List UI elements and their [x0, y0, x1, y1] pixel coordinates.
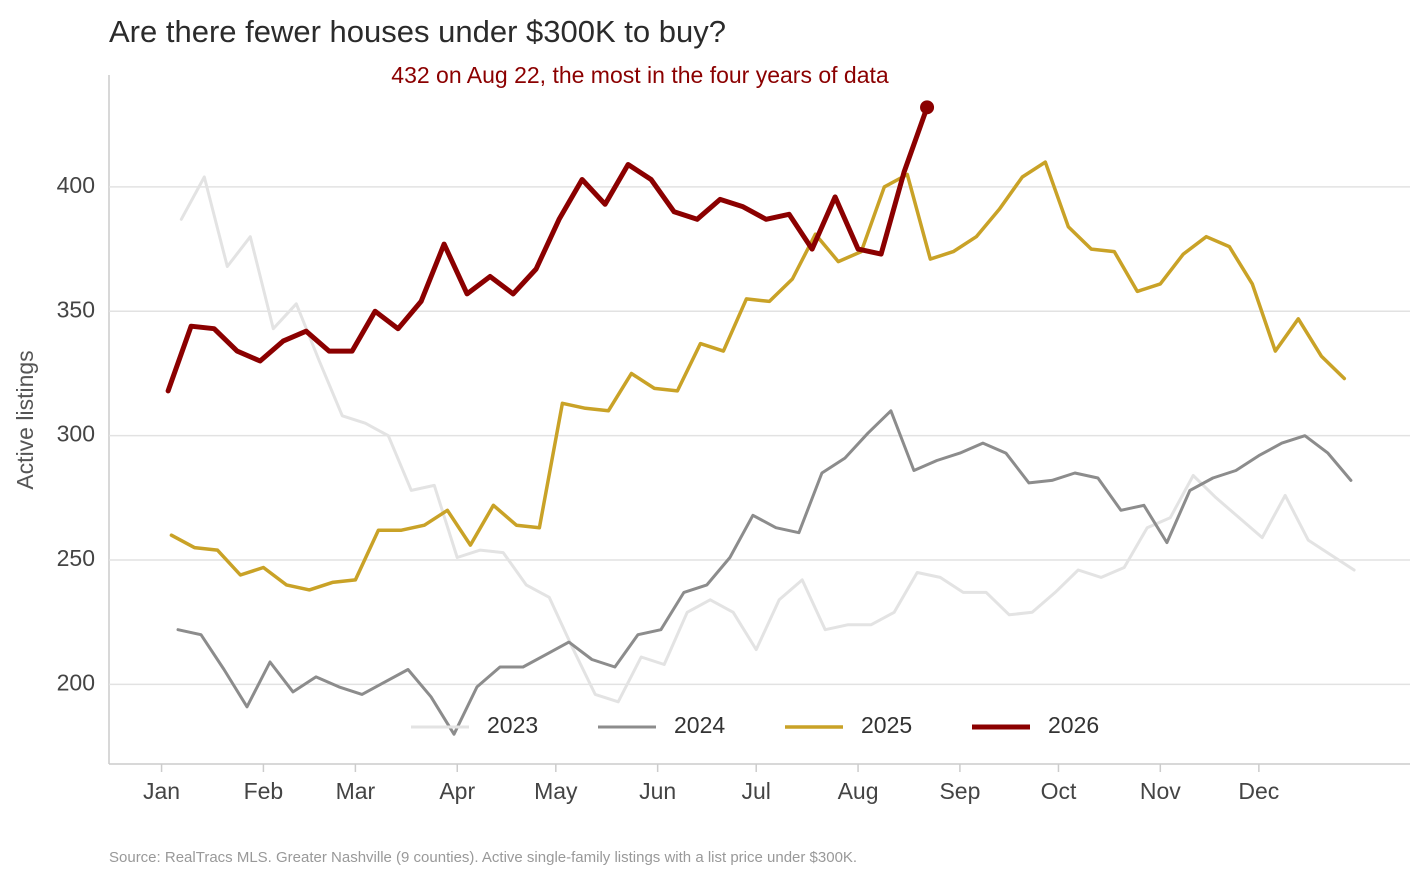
x-tick-label: Oct	[1041, 778, 1077, 804]
annotation: 432 on Aug 22, the most in the four year…	[391, 62, 889, 88]
x-tick-label: Nov	[1140, 778, 1181, 804]
source-note: Source: RealTracs MLS. Greater Nashville…	[109, 849, 857, 866]
chart-title: Are there fewer houses under $300K to bu…	[109, 14, 726, 49]
legend-label: 2023	[487, 712, 538, 738]
x-tick-label: May	[534, 778, 578, 804]
x-tick-label: Feb	[244, 778, 284, 804]
y-tick-label: 200	[57, 669, 95, 695]
x-tick-label: Dec	[1238, 778, 1279, 804]
x-tick-label: Jun	[639, 778, 676, 804]
y-tick-label: 300	[57, 421, 95, 447]
x-tick-label: Sep	[939, 778, 980, 804]
x-tick-label: Jul	[742, 778, 771, 804]
y-axis-label: Active listings	[12, 350, 38, 489]
x-tick-label: Mar	[336, 778, 376, 804]
series-line	[169, 160, 1347, 592]
legend-label: 2024	[674, 712, 725, 738]
y-tick-label: 350	[57, 296, 95, 322]
legend-label: 2025	[861, 712, 912, 738]
series-line	[176, 409, 1353, 736]
y-tick-label: 400	[57, 172, 95, 198]
series-line	[179, 175, 1356, 704]
series-line	[165, 104, 930, 394]
y-tick-label: 250	[57, 545, 95, 571]
legend-label: 2026	[1048, 712, 1099, 738]
x-tick-label: Aug	[838, 778, 879, 804]
x-tick-label: Apr	[439, 778, 475, 804]
x-tick-label: Jan	[143, 778, 180, 804]
end-marker	[920, 100, 935, 115]
